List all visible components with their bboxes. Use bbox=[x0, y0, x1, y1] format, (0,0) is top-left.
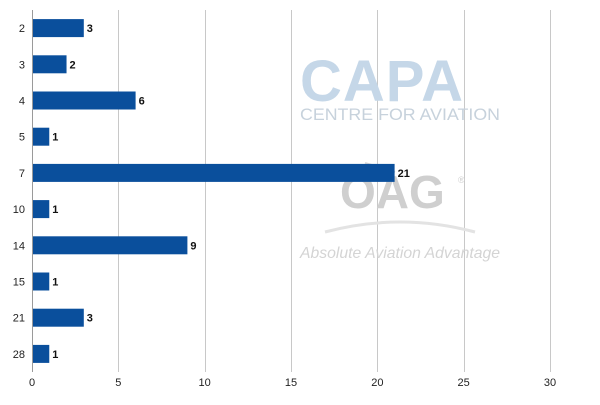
x-axis-labels: 0 5 10 15 20 25 30 bbox=[29, 377, 556, 389]
data-label: 9 bbox=[190, 240, 196, 252]
x-tick-label: 30 bbox=[544, 377, 556, 389]
bar bbox=[32, 200, 50, 219]
data-label: 3 bbox=[87, 313, 93, 325]
x-tick-label: 15 bbox=[285, 377, 297, 389]
data-label: 1 bbox=[52, 132, 58, 144]
y-tick-label: 15 bbox=[13, 277, 25, 289]
watermark: CAPA CENTRE FOR AVIATION OAG ® Absolute … bbox=[299, 49, 500, 262]
bar bbox=[32, 19, 84, 38]
y-tick-label: 21 bbox=[13, 313, 25, 325]
gridlines bbox=[118, 10, 551, 372]
oag-wing-icon bbox=[324, 220, 476, 234]
oag-registered-mark: ® bbox=[458, 175, 465, 185]
data-label: 1 bbox=[52, 349, 58, 361]
capa-logo-text: CAPA bbox=[300, 49, 464, 114]
data-label: 21 bbox=[398, 168, 410, 180]
bar bbox=[32, 344, 50, 363]
bar bbox=[32, 272, 50, 291]
x-tick-label: 25 bbox=[458, 377, 470, 389]
bar bbox=[32, 127, 50, 146]
y-tick-label: 7 bbox=[19, 168, 25, 180]
y-tick-label: 14 bbox=[13, 240, 25, 252]
y-tick-label: 5 bbox=[19, 132, 25, 144]
bar bbox=[32, 163, 395, 182]
data-label: 2 bbox=[70, 59, 76, 71]
bar bbox=[32, 308, 84, 327]
y-tick-label: 28 bbox=[13, 349, 25, 361]
bar bbox=[32, 91, 136, 110]
bars bbox=[32, 19, 395, 363]
bar bbox=[32, 236, 188, 255]
data-labels: 3 2 6 1 21 1 9 1 3 1 bbox=[52, 23, 410, 361]
y-tick-label: 10 bbox=[13, 204, 25, 216]
capa-subtitle-text: CENTRE FOR AVIATION bbox=[300, 105, 500, 124]
y-tick-label: 3 bbox=[19, 59, 25, 71]
bar bbox=[32, 55, 67, 74]
oag-tagline-text: Absolute Aviation Advantage bbox=[299, 245, 500, 262]
y-tick-label: 2 bbox=[19, 23, 25, 35]
x-tick-label: 0 bbox=[29, 377, 35, 389]
data-label: 1 bbox=[52, 277, 58, 289]
data-label: 6 bbox=[139, 96, 145, 108]
y-tick-label: 4 bbox=[19, 96, 25, 108]
x-tick-label: 20 bbox=[371, 377, 383, 389]
y-axis-labels: 2 3 4 5 7 10 14 15 21 28 bbox=[13, 23, 25, 361]
data-label: 3 bbox=[87, 23, 93, 35]
x-tick-label: 10 bbox=[199, 377, 211, 389]
data-label: 1 bbox=[52, 204, 58, 216]
x-tick-label: 5 bbox=[115, 377, 121, 389]
